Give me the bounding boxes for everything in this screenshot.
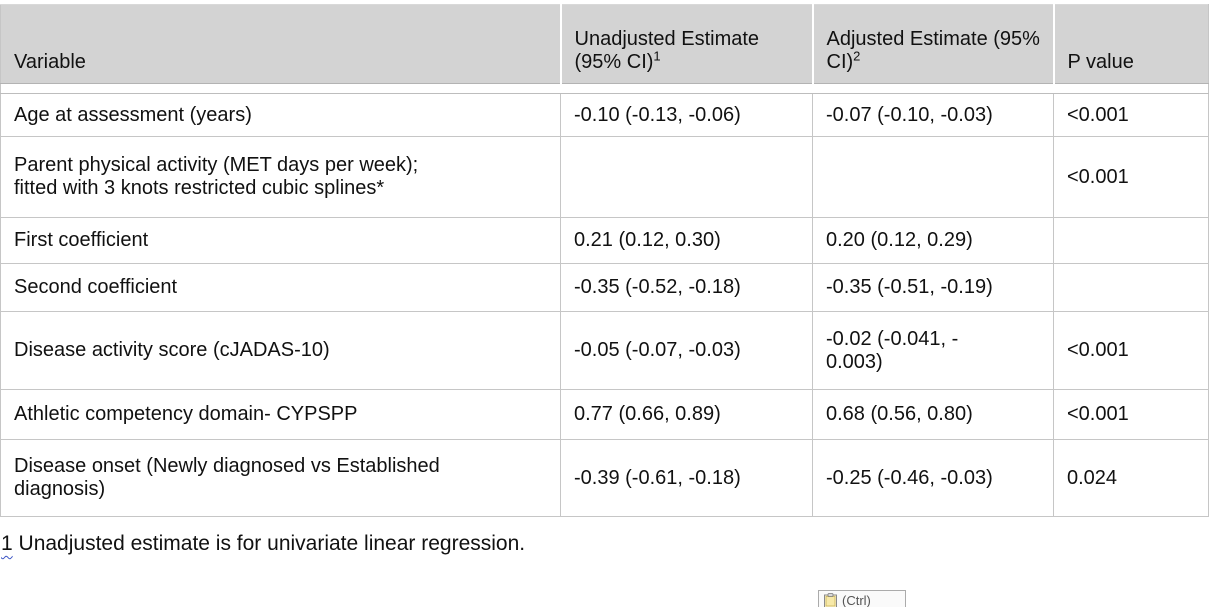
variable-cell: Disease activity score (cJADAS-10) (0, 311, 561, 390)
adjusted-estimate-cell: -0.07 (-0.10, -0.03) (812, 93, 1054, 137)
adjusted-estimate-cell: -0.35 (-0.51, -0.19) (812, 263, 1054, 312)
unadjusted-estimate-cell: -0.05 (-0.07, -0.03) (560, 311, 813, 390)
variable-cell: Parent physical activity (MET days per w… (0, 136, 561, 218)
footnote-marker-superscript: 1 (653, 48, 661, 64)
p-value-cell (1053, 217, 1209, 264)
header-row: Variable Unadjusted Estimate (95% CI)1 A… (0, 4, 1209, 84)
variable-cell: Athletic competency domain- CYPSPP (0, 389, 561, 440)
header-divider-row (0, 83, 1209, 94)
table-row: Disease onset (Newly diagnosed vs Establ… (0, 439, 1209, 517)
table-footnotes: 1 Unadjusted estimate is for univariate … (1, 464, 1213, 607)
table-row: Age at assessment (years) -0.10 (-0.13, … (0, 93, 1209, 137)
table-row: Second coefficient -0.35 (-0.52, -0.18) … (0, 263, 1209, 312)
table-row: Athletic competency domain- CYPSPP 0.77 … (0, 389, 1209, 440)
p-value-cell: <0.001 (1053, 93, 1209, 137)
unadjusted-estimate-cell: -0.39 (-0.61, -0.18) (560, 439, 813, 517)
table-row: Parent physical activity (MET days per w… (0, 136, 1209, 218)
column-header-label: Adjusted Estimate (95% CI) (826, 28, 1046, 73)
clipboard-icon (824, 593, 837, 607)
column-header-label: Variable (14, 51, 86, 73)
column-header-pvalue: P value (1052, 4, 1209, 84)
p-value-cell: 0.024 (1053, 439, 1209, 517)
paste-options-button[interactable]: (Ctrl) (818, 590, 906, 607)
variable-cell: Disease onset (Newly diagnosed vs Establ… (0, 439, 561, 517)
variable-cell: First coefficient (0, 217, 561, 264)
footnote-squiggle-text: 1 (1, 532, 13, 555)
column-header-label: P value (1067, 51, 1134, 73)
p-value-cell: <0.001 (1053, 136, 1209, 218)
column-header-variable: Variable (0, 4, 561, 84)
adjusted-estimate-cell: 0.20 (0.12, 0.29) (812, 217, 1054, 264)
column-header-adjusted: Adjusted Estimate (95% CI)2 (811, 4, 1054, 84)
adjusted-estimate-cell: -0.25 (-0.46, -0.03) (812, 439, 1054, 517)
adjusted-estimate-cell: 0.68 (0.56, 0.80) (812, 389, 1054, 440)
p-value-cell (1053, 263, 1209, 312)
table-row: First coefficient 0.21 (0.12, 0.30) 0.20… (0, 217, 1209, 264)
unadjusted-estimate-cell: 0.77 (0.66, 0.89) (560, 389, 813, 440)
results-table: Variable Unadjusted Estimate (95% CI)1 A… (0, 4, 1209, 517)
unadjusted-estimate-cell: -0.35 (-0.52, -0.18) (560, 263, 813, 312)
column-header-unadjusted: Unadjusted Estimate (95% CI)1 (559, 4, 813, 84)
column-header-label: Unadjusted Estimate (95% CI) (574, 28, 765, 73)
header-divider (0, 83, 1209, 94)
adjusted-estimate-cell (812, 136, 1054, 218)
footnote-text: Unadjusted estimate is for univariate li… (12, 532, 526, 555)
variable-cell: Second coefficient (0, 263, 561, 312)
table-row: Disease activity score (cJADAS-10) -0.05… (0, 311, 1209, 390)
p-value-cell: <0.001 (1053, 389, 1209, 440)
variable-cell: Age at assessment (years) (0, 93, 561, 137)
unadjusted-estimate-cell: -0.10 (-0.13, -0.06) (560, 93, 813, 137)
adjusted-estimate-cell: -0.02 (-0.041, - 0.003) (812, 311, 1054, 390)
footnote-unadjusted: 1 Unadjusted estimate is for univariate … (1, 528, 1213, 560)
p-value-cell: <0.001 (1053, 311, 1209, 390)
paste-options-label: (Ctrl) (842, 593, 871, 607)
footnote-marker-superscript: 2 (853, 48, 861, 64)
unadjusted-estimate-cell (560, 136, 813, 218)
unadjusted-estimate-cell: 0.21 (0.12, 0.30) (560, 217, 813, 264)
